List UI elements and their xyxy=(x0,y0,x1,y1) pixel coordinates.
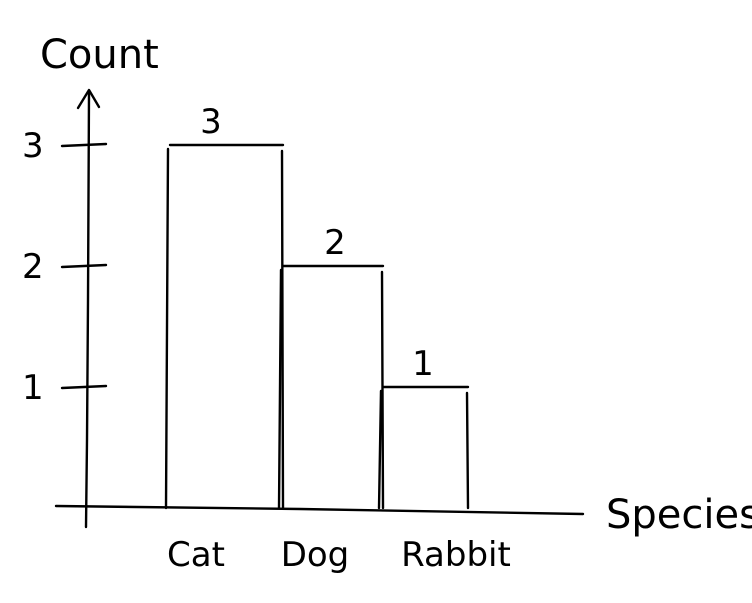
x-tick-label: Cat xyxy=(167,535,225,575)
x-axis-line xyxy=(54,504,585,516)
x-tick-label: Dog xyxy=(281,535,350,575)
y-tick-mark xyxy=(60,384,108,390)
x-tick-label: Rabbit xyxy=(401,535,511,575)
data-label: 1 xyxy=(412,344,434,384)
y-axis-line xyxy=(84,90,91,529)
chart-axes xyxy=(54,88,585,529)
bar-cat xyxy=(164,143,285,510)
y-axis-label: Count xyxy=(40,32,159,78)
bars-group xyxy=(164,143,470,510)
y-tick-mark xyxy=(60,142,108,148)
bar-rabbit xyxy=(377,385,470,510)
y-axis-arrow-icon xyxy=(76,88,101,110)
y-tick-label: 3 xyxy=(22,126,44,166)
y-ticks: 1 2 3 xyxy=(22,126,108,408)
x-tick-labels: Cat Dog Rabbit xyxy=(167,535,511,575)
data-label: 3 xyxy=(200,102,222,142)
data-labels: 3 2 1 xyxy=(200,102,434,384)
y-tick-label: 2 xyxy=(22,247,44,287)
y-tick-label: 1 xyxy=(22,368,44,408)
data-label: 2 xyxy=(324,223,346,263)
bar-dog xyxy=(277,264,385,510)
y-tick-mark xyxy=(60,263,108,269)
x-axis-label: Species xyxy=(606,492,752,538)
